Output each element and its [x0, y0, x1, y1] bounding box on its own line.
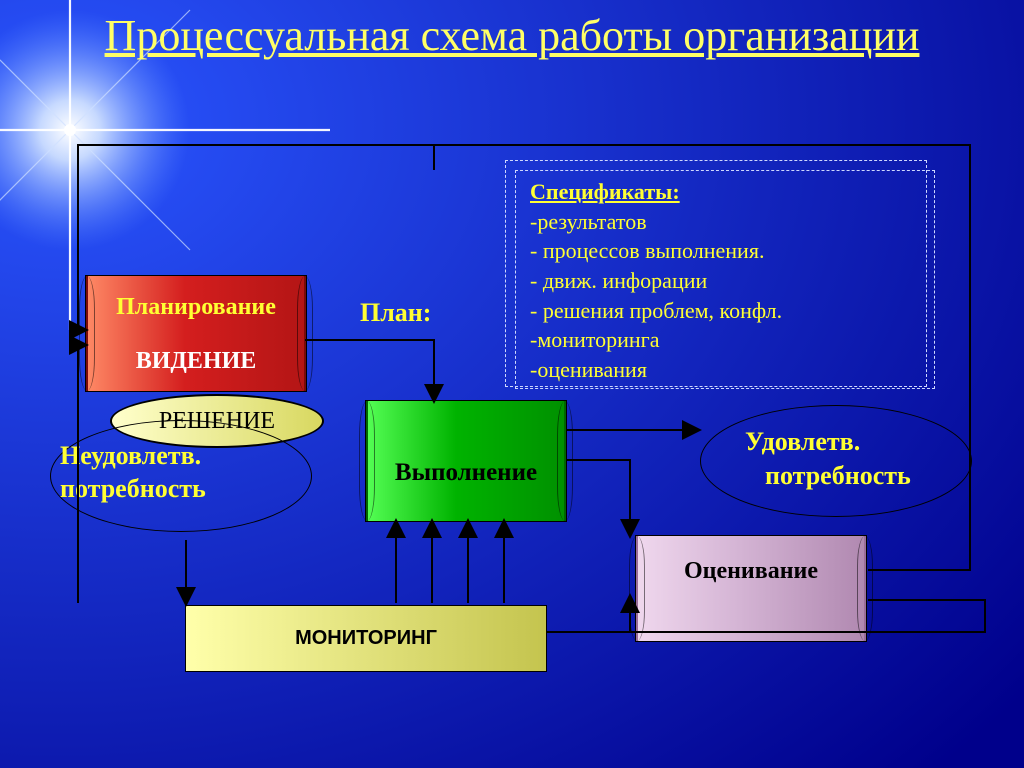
spec-item: -мониторинга — [530, 325, 920, 355]
monitoring-label: МОНИТОРИНГ — [295, 627, 437, 650]
slide-title: Процессуальная схема работы организации — [0, 10, 1024, 63]
spec-item: - движ. инфорации — [530, 266, 920, 296]
planning-cylinder: Планирование ВИДЕНИЕ — [85, 275, 307, 392]
planning-label-top: Планирование — [86, 294, 306, 321]
execution-cylinder: Выполнение — [365, 400, 567, 522]
spec-items: -результатов- процессов выполнения.- дви… — [530, 207, 920, 385]
spec-item: - процессов выполнения. — [530, 236, 920, 266]
spec-item: -результатов — [530, 207, 920, 237]
spec-box: Спецификаты: -результатов- процессов вып… — [515, 170, 935, 389]
spec-header: Спецификаты: — [530, 177, 920, 207]
monitoring-box: МОНИТОРИНГ — [185, 605, 547, 672]
execution-label: Выполнение — [366, 459, 566, 487]
unsatisfied-need-text: Неудовлетв. потребность — [60, 440, 295, 505]
diagram-stage: Процессуальная схема работы организации … — [0, 0, 1024, 768]
spec-item: -оценивания — [530, 355, 920, 385]
planning-label-bottom: ВИДЕНИЕ — [86, 348, 306, 375]
evaluation-label: Оценивание — [636, 558, 866, 585]
satisfied-need-text: Удовлетв. потребность — [745, 425, 980, 493]
evaluation-cylinder: Оценивание — [635, 535, 867, 642]
spec-item: - решения проблем, конфл. — [530, 296, 920, 326]
plan-label: План: — [360, 298, 500, 328]
